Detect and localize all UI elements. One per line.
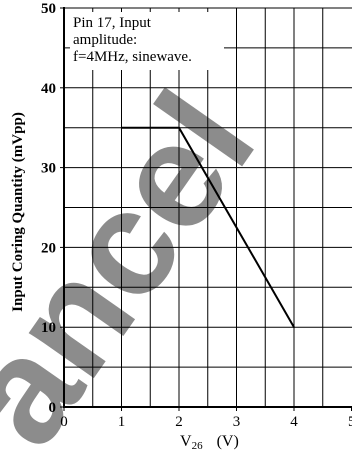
- y-axis-label: Input Coring Quantity (mVpp): [10, 112, 26, 312]
- y-tick-label: 0: [49, 400, 57, 416]
- x-tick-label: 5: [348, 414, 352, 430]
- series-layer: [120, 126, 295, 329]
- series-point: [120, 126, 123, 129]
- annotation-line: f=4MHz, sinewave.: [73, 49, 192, 65]
- axis-layer: [60, 7, 352, 411]
- y-tick-label: 10: [41, 320, 56, 336]
- annotation-line: amplitude:: [73, 32, 137, 48]
- x-axis-label-subscript: 26: [192, 440, 204, 452]
- series-point: [293, 326, 295, 329]
- y-tick-label: 20: [41, 240, 56, 256]
- text-layer: 0 10 20 30 40 50 0 1 2 3 4 5 V26 (V) Input Coring Quan…: [10, 1, 352, 452]
- watermark-text: ancel: [0, 63, 286, 461]
- annotation-box: [70, 12, 224, 70]
- x-tick-label: 3: [233, 414, 241, 430]
- x-axis-label-main: V: [180, 433, 192, 450]
- x-tick-label: 2: [175, 414, 183, 430]
- x-axis-label-unit: (V): [217, 433, 239, 450]
- x-tick-label: 4: [290, 414, 298, 430]
- x-axis-label: V26 (V): [180, 433, 239, 452]
- y-tick-label: 40: [41, 81, 56, 97]
- annotation-line: Pin 17, Input: [73, 15, 152, 31]
- x-tick-label: 0: [60, 414, 68, 430]
- y-tick-label: 30: [41, 161, 56, 177]
- x-tick-label: 1: [118, 414, 126, 430]
- series-point: [178, 126, 180, 129]
- y-tick-label: 50: [41, 1, 56, 17]
- watermark-layer: ancel: [0, 63, 286, 466]
